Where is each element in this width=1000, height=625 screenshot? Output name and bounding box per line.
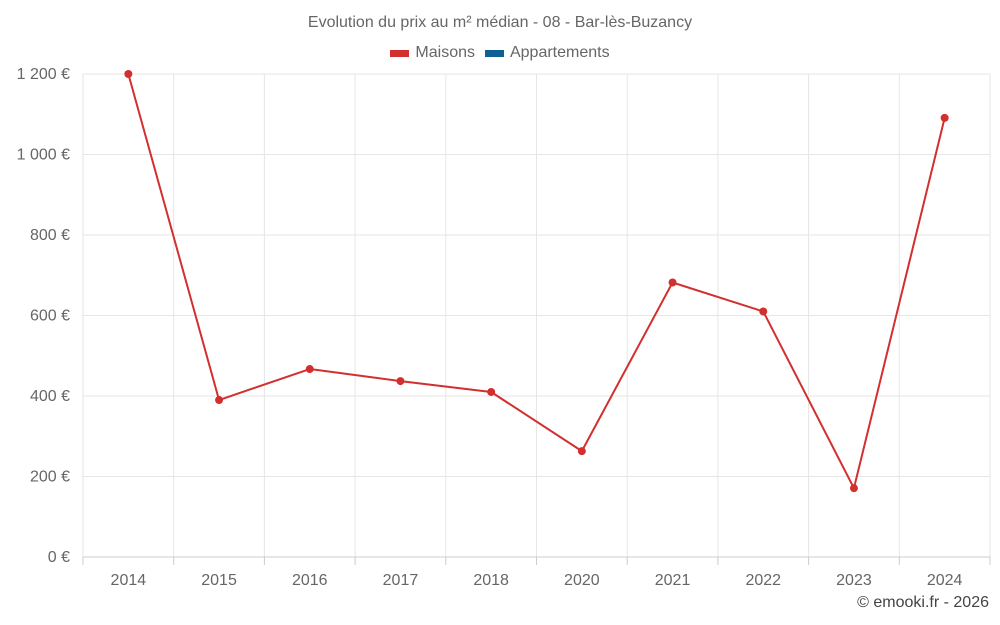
x-tick-label: 2018 (473, 572, 509, 589)
x-tick-label: 2015 (201, 572, 237, 589)
x-tick-label: 2021 (655, 572, 691, 589)
data-point (940, 113, 949, 122)
chart-grid (82, 73, 991, 558)
data-point (668, 278, 677, 287)
y-tick-label: 200 € (30, 469, 70, 486)
legend-swatch-appartements (484, 49, 504, 57)
x-tick-label: 2016 (292, 572, 328, 589)
series-layer (124, 70, 949, 493)
x-tick-label: 2017 (383, 572, 419, 589)
chart-title: Evolution du prix au m² médian - 08 - Ba… (307, 14, 693, 31)
x-tick-label: 2022 (745, 572, 781, 589)
legend-item-appartements[interactable]: Appartements (484, 44, 610, 62)
x-axis: 2014 2015 2016 2017 2018 2020 2021 2022 2023 2024 (82, 556, 991, 589)
y-tick-label: 400 € (30, 388, 70, 405)
legend-item-maisons[interactable]: Maisons (390, 44, 475, 62)
series-line-maisons (127, 73, 946, 490)
data-point (759, 307, 768, 316)
y-tick-label: 1 200 € (17, 66, 70, 83)
y-tick-label: 800 € (30, 227, 70, 244)
credit-text: © emooki.fr - 2026 (857, 594, 989, 611)
y-axis: 0 € 200 € 400 € 600 € 800 € 1 000 € 1 200 € (17, 66, 70, 566)
data-point (124, 70, 133, 78)
legend-label-appartements: Appartements (509, 44, 610, 61)
y-tick-label: 0 € (48, 549, 70, 566)
chart-legend: Maisons Appartements (0, 44, 1000, 62)
data-point (215, 396, 224, 405)
x-tick-label: 2014 (111, 572, 147, 589)
data-point (396, 377, 405, 386)
y-tick-label: 1 000 € (17, 147, 70, 164)
x-tick-label: 2020 (564, 572, 600, 589)
x-tick-label: 2024 (927, 572, 963, 589)
legend-label-maisons: Maisons (415, 44, 475, 61)
legend-swatch-maisons (390, 49, 410, 57)
y-tick-label: 600 € (30, 308, 70, 325)
data-point (849, 484, 858, 493)
data-point (487, 387, 496, 396)
data-point (305, 365, 314, 374)
x-tick-label: 2023 (836, 572, 872, 589)
data-point (577, 447, 586, 456)
